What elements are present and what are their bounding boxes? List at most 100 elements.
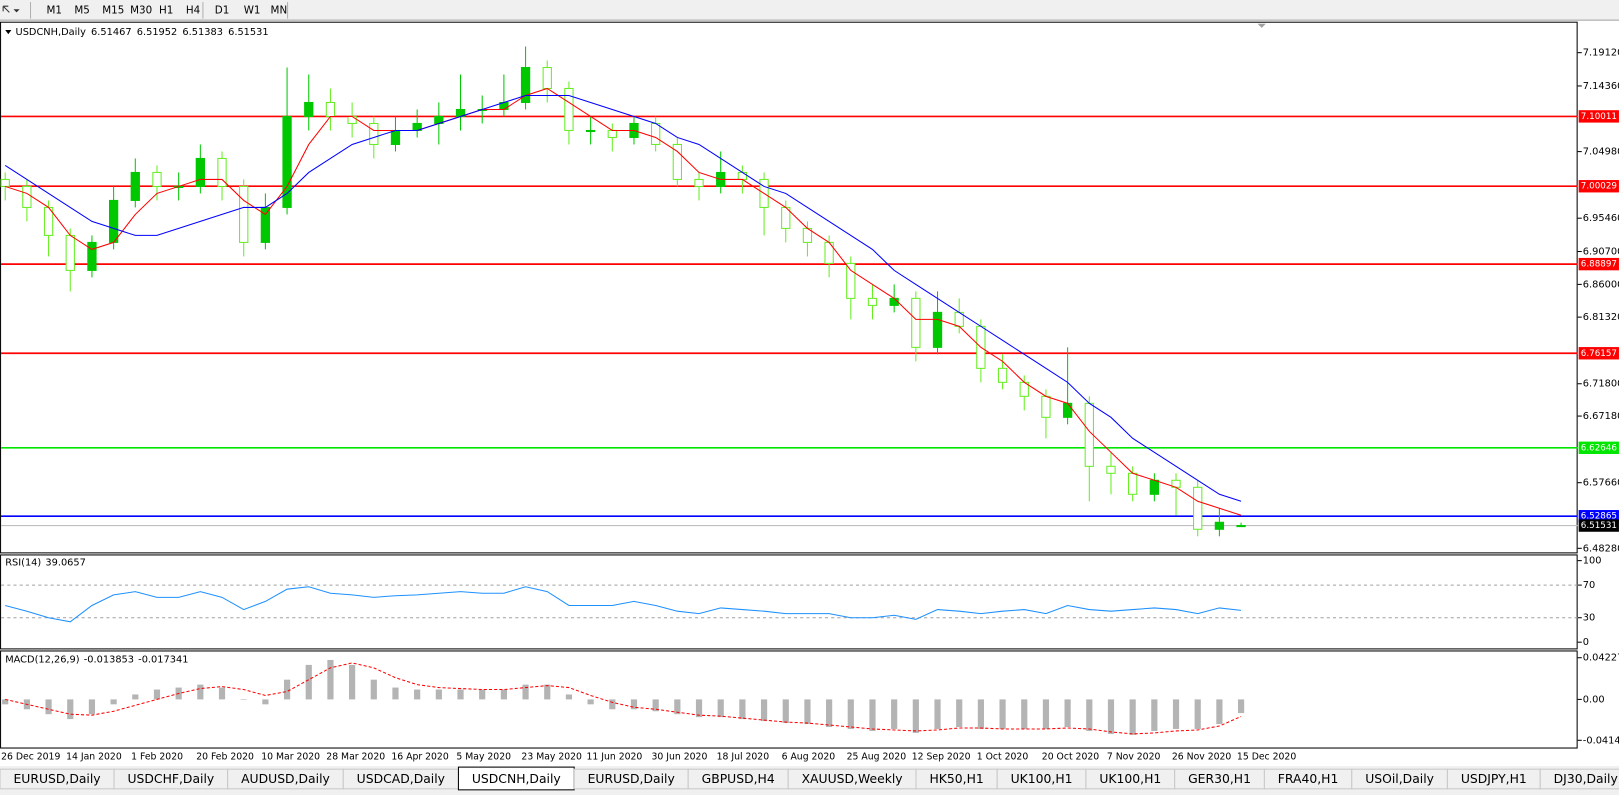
macd-bar bbox=[891, 699, 898, 729]
macd-bar bbox=[652, 699, 659, 712]
symbol-menu-icon[interactable] bbox=[5, 29, 12, 35]
candle-body bbox=[564, 87, 574, 131]
macd-bar bbox=[45, 699, 52, 715]
tab[interactable] bbox=[1539, 768, 1619, 790]
candle-body bbox=[542, 66, 552, 90]
tab-label[interactable]: EURUSD,Daily bbox=[588, 772, 675, 786]
rsi-header: RSI(14) 39.0657 bbox=[5, 558, 86, 569]
x-tick-label: 1 Feb 2020 bbox=[131, 751, 183, 762]
y-tick-label: 6.67180 bbox=[1583, 411, 1619, 422]
macd-header: MACD(12,26,9) -0.013853 -0.017341 bbox=[5, 655, 188, 666]
macd-bar bbox=[1194, 699, 1201, 729]
dropdown-icon[interactable] bbox=[13, 9, 20, 13]
timeframe-button[interactable]: W1 bbox=[244, 4, 261, 16]
candle-body bbox=[997, 367, 1008, 383]
rsi-line bbox=[5, 586, 1242, 623]
timeframe-button[interactable]: D1 bbox=[215, 4, 230, 16]
macd-bar bbox=[370, 679, 377, 700]
level-label: 6.52865 bbox=[1581, 512, 1617, 522]
macd-bar bbox=[587, 699, 594, 705]
candle-body bbox=[87, 241, 97, 271]
timeframe-button[interactable]: M5 bbox=[74, 4, 89, 16]
macd-bar bbox=[240, 699, 247, 700]
candle-body bbox=[325, 101, 336, 117]
y-tick-label: 6.90700 bbox=[1583, 247, 1619, 258]
candle-body bbox=[1041, 395, 1051, 418]
x-tick-label: 25 Aug 2020 bbox=[847, 751, 907, 762]
macd-bar bbox=[1064, 699, 1071, 728]
macd-title: MACD(12,26,9) bbox=[5, 655, 79, 666]
tab-label[interactable]: USOil,Daily bbox=[1365, 772, 1434, 786]
symbol-title: USDCNH,Daily bbox=[16, 27, 87, 38]
candle-body bbox=[867, 297, 878, 306]
macd-bar bbox=[283, 679, 291, 700]
x-tick-label: 14 Jan 2020 bbox=[66, 751, 122, 762]
macd-bar bbox=[1042, 699, 1050, 729]
y-tick-label: 6.81320 bbox=[1583, 312, 1619, 323]
candle-body bbox=[911, 297, 921, 348]
x-tick-label: 6 Aug 2020 bbox=[782, 751, 836, 762]
y-tick-label: 6.48280 bbox=[1583, 543, 1619, 554]
candle-body bbox=[22, 185, 32, 208]
x-tick-label: 26 Dec 2019 bbox=[1, 751, 60, 762]
timeframe-button[interactable]: M15 bbox=[102, 4, 124, 16]
candle-body bbox=[694, 178, 704, 187]
tab-label[interactable]: XAUUSD,Weekly bbox=[802, 772, 903, 786]
candle-body bbox=[1236, 525, 1246, 528]
candle-body bbox=[607, 129, 617, 138]
macd-bar bbox=[153, 689, 161, 700]
tab-label[interactable]: UK100,H1 bbox=[1011, 772, 1073, 786]
tab-label[interactable]: EURUSD,Daily bbox=[13, 772, 100, 786]
macd-bar bbox=[414, 689, 421, 700]
x-tick-label: 16 Apr 2020 bbox=[391, 751, 448, 762]
macd-bar bbox=[218, 687, 226, 700]
y-tick-label: 6.86000 bbox=[1583, 279, 1619, 290]
tab-label[interactable]: GER30,H1 bbox=[1188, 772, 1251, 786]
macd-bar bbox=[1237, 699, 1245, 714]
y-tick-label: 0 bbox=[1583, 637, 1589, 648]
shift-marker bbox=[1257, 23, 1266, 28]
timeframe-button[interactable]: M30 bbox=[130, 4, 152, 16]
level-label-bg bbox=[1578, 441, 1619, 454]
open-value: 6.51467 bbox=[91, 27, 132, 38]
level-label-bg bbox=[1578, 110, 1619, 123]
tab-label[interactable]: UK100,H1 bbox=[1099, 772, 1161, 786]
candle-body bbox=[585, 129, 596, 133]
macd-bar bbox=[88, 699, 96, 715]
macd-bar bbox=[435, 689, 442, 700]
moving-average bbox=[5, 87, 1242, 516]
y-tick-label: 70 bbox=[1583, 580, 1595, 591]
macd-bar bbox=[392, 687, 399, 700]
macd-bar bbox=[804, 699, 811, 725]
tab-label[interactable]: USDCAD,Daily bbox=[357, 772, 445, 786]
tab-label[interactable]: USDCHF,Daily bbox=[127, 772, 214, 786]
rsi-value: 39.0657 bbox=[45, 558, 86, 569]
candle-body bbox=[152, 171, 162, 187]
x-tick-label: 12 Sep 2020 bbox=[912, 751, 971, 762]
close-value: 6.51531 bbox=[228, 27, 269, 38]
candle-body bbox=[217, 157, 227, 187]
timeframe-button[interactable]: M1 bbox=[47, 4, 62, 16]
tab-label[interactable]: USDJPY,H1 bbox=[1461, 772, 1527, 786]
tab-label[interactable]: AUDUSD,Daily bbox=[241, 772, 330, 786]
level-label: 7.10011 bbox=[1581, 112, 1617, 122]
tab-label[interactable]: HK50,H1 bbox=[929, 772, 983, 786]
macd-bar bbox=[1021, 699, 1028, 729]
signal-value: -0.017341 bbox=[138, 655, 188, 666]
tab-label[interactable]: DJ30,Daily bbox=[1554, 772, 1618, 786]
tab-label[interactable]: GBPUSD,H4 bbox=[702, 772, 775, 786]
timeframe-button[interactable]: H4 bbox=[186, 4, 200, 16]
macd-bar bbox=[630, 699, 638, 710]
y-tick-label: 0.042275 bbox=[1583, 653, 1619, 664]
candle-body bbox=[369, 122, 379, 145]
y-tick-label: 0.00 bbox=[1583, 694, 1605, 705]
timeframe-button[interactable]: H1 bbox=[159, 4, 173, 16]
timeframe-button[interactable]: MN bbox=[271, 4, 288, 16]
x-tick-label: 26 Nov 2020 bbox=[1172, 751, 1232, 762]
tab-label[interactable]: FRA40,H1 bbox=[1278, 772, 1339, 786]
cursor-icon[interactable] bbox=[2, 5, 10, 13]
tab-label[interactable]: USDCNH,Daily bbox=[472, 772, 561, 786]
macd-bar bbox=[609, 699, 616, 710]
y-tick-label: 6.71800 bbox=[1583, 379, 1619, 390]
